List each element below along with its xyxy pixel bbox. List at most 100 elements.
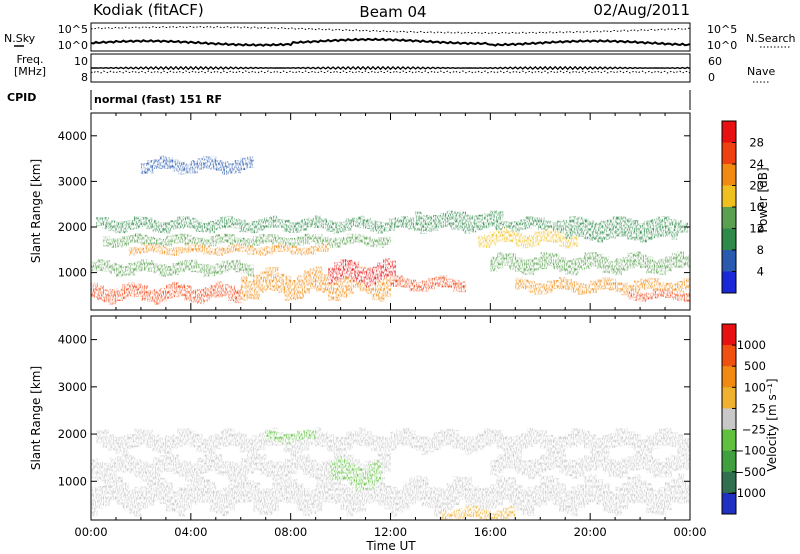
xtick-label: 20:00 bbox=[574, 525, 607, 539]
data-cell bbox=[496, 430, 504, 449]
data-cell bbox=[602, 483, 610, 513]
data-cell bbox=[371, 474, 379, 503]
data-cell bbox=[209, 284, 217, 299]
data-cell bbox=[677, 434, 685, 454]
data-cell bbox=[396, 275, 404, 288]
data-cell bbox=[128, 247, 136, 256]
data-cell bbox=[621, 282, 629, 296]
data-cell bbox=[577, 225, 585, 238]
data-cell bbox=[309, 489, 317, 514]
data-cell bbox=[494, 217, 502, 230]
data-cell bbox=[615, 225, 622, 237]
data-cell bbox=[577, 429, 585, 445]
data-cell bbox=[577, 458, 585, 477]
data-cell bbox=[452, 279, 460, 292]
data-cell bbox=[296, 436, 303, 454]
data-cell bbox=[565, 260, 573, 275]
data-cell bbox=[665, 481, 672, 510]
data-cell bbox=[602, 434, 610, 454]
data-cell bbox=[658, 282, 666, 292]
data-cell bbox=[477, 488, 485, 517]
data-cell bbox=[421, 215, 429, 224]
data-cell bbox=[352, 430, 360, 445]
data-cell bbox=[432, 218, 440, 231]
data-cell bbox=[183, 216, 190, 228]
data-cell bbox=[662, 215, 670, 228]
data-cell bbox=[97, 285, 105, 301]
data-cell bbox=[608, 458, 616, 477]
data-cell bbox=[534, 231, 541, 246]
data-cell bbox=[565, 490, 573, 514]
data-cell bbox=[120, 221, 128, 234]
data-cell bbox=[203, 287, 211, 303]
data-cell bbox=[140, 461, 148, 482]
data-cell bbox=[614, 428, 622, 447]
ytick-label: 1000 bbox=[58, 266, 87, 280]
data-cell bbox=[465, 214, 473, 224]
data-cell bbox=[203, 245, 211, 255]
data-cell bbox=[656, 216, 664, 228]
data-cell bbox=[506, 221, 514, 234]
velocity-panel: 4000 3000 2000 1000 00:00 04:00 08:00 12:00 16:0… bbox=[29, 315, 779, 553]
data-cell bbox=[471, 505, 479, 518]
data-cell bbox=[203, 156, 211, 169]
data-cell bbox=[590, 280, 598, 294]
data-cell bbox=[109, 288, 117, 305]
data-cell bbox=[334, 237, 342, 248]
data-cell bbox=[346, 487, 354, 517]
data-cell bbox=[228, 285, 236, 301]
data-cell bbox=[546, 450, 554, 471]
data-cell bbox=[646, 277, 654, 289]
data-cell bbox=[521, 279, 529, 290]
data-cell bbox=[140, 285, 148, 301]
data-cell bbox=[159, 238, 167, 247]
data-cell bbox=[668, 218, 676, 229]
data-cell bbox=[359, 481, 367, 512]
data-cell bbox=[215, 490, 223, 514]
data-cell bbox=[608, 226, 616, 239]
data-cell bbox=[477, 214, 485, 225]
noise-frame bbox=[90, 22, 691, 52]
noise-tick-left-bottom: 10^0 bbox=[58, 39, 88, 52]
data-cell bbox=[415, 475, 423, 501]
data-cell bbox=[546, 280, 554, 294]
data-cell bbox=[378, 477, 385, 506]
data-cell bbox=[490, 484, 498, 509]
data-cell bbox=[190, 243, 198, 252]
data-cell bbox=[631, 220, 639, 233]
data-cell bbox=[346, 269, 354, 295]
data-cell bbox=[459, 281, 466, 293]
data-cell bbox=[664, 427, 672, 447]
freq-frame bbox=[90, 53, 691, 83]
data-cell bbox=[389, 260, 397, 276]
data-cell bbox=[197, 244, 204, 253]
data-cell bbox=[446, 278, 454, 288]
data-cell bbox=[289, 222, 296, 233]
data-cell bbox=[637, 223, 645, 233]
data-cell bbox=[652, 227, 660, 239]
data-cell bbox=[153, 244, 161, 253]
data-cell bbox=[227, 427, 235, 446]
data-cell bbox=[421, 476, 429, 507]
data-cell bbox=[253, 236, 261, 246]
data-cell bbox=[477, 432, 485, 450]
data-cell bbox=[540, 454, 548, 473]
colorbar-swatch bbox=[722, 345, 736, 367]
data-cell bbox=[427, 486, 435, 509]
data-cell bbox=[515, 257, 523, 272]
data-cell bbox=[571, 258, 579, 276]
nave-label: Nave bbox=[747, 65, 775, 78]
data-cell bbox=[658, 289, 666, 297]
data-cell bbox=[608, 260, 616, 274]
data-cell bbox=[383, 437, 391, 452]
data-cell bbox=[134, 261, 142, 272]
data-cell bbox=[440, 488, 448, 515]
data-cell bbox=[389, 431, 397, 451]
data-cell bbox=[326, 220, 334, 232]
data-cell bbox=[671, 253, 679, 268]
data-cell bbox=[265, 460, 273, 478]
xtick-label: 04:00 bbox=[174, 525, 207, 539]
data-cell bbox=[328, 473, 335, 503]
data-cell bbox=[384, 452, 392, 472]
